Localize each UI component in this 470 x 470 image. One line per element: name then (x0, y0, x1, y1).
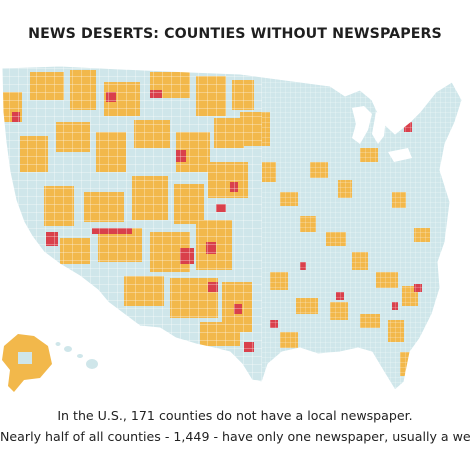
caption-line-1: In the U.S., 171 counties do not have a … (57, 408, 413, 423)
hawaii-island (55, 342, 61, 346)
hawaii-island (77, 354, 83, 358)
great-lakes (352, 106, 412, 162)
alaska-county (18, 352, 32, 364)
hawaii-island (64, 346, 72, 352)
caption-line-2: Nearly half of all counties - 1,449 - ha… (0, 429, 470, 444)
map-title: NEWS DESERTS: COUNTIES WITHOUT NEWSPAPER… (28, 26, 442, 42)
us-county-map (1, 65, 463, 392)
hawaii-island (86, 359, 98, 369)
